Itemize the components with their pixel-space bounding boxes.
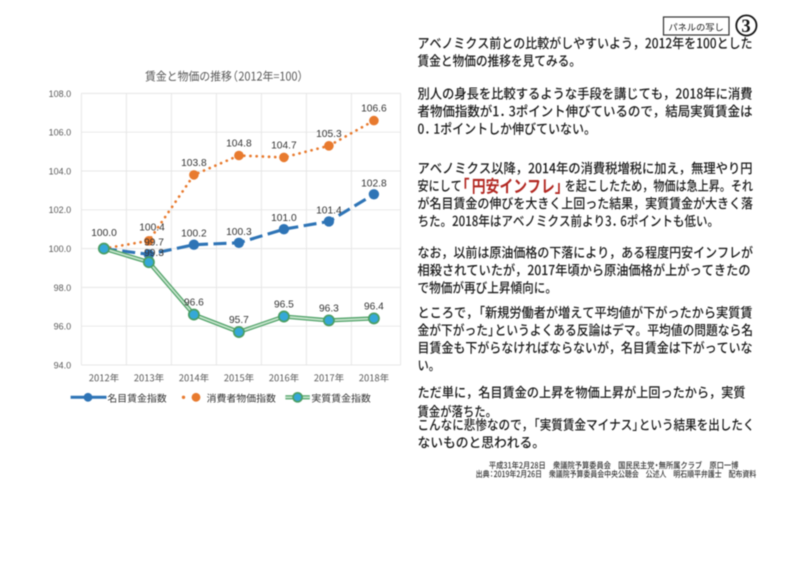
- svg-text:102.8: 102.8: [361, 178, 387, 189]
- svg-text:104.8: 104.8: [226, 139, 252, 150]
- svg-text:108.0: 108.0: [49, 89, 72, 99]
- svg-text:96.0: 96.0: [54, 322, 72, 332]
- svg-text:98.0: 98.0: [54, 283, 72, 293]
- svg-text:96.5: 96.5: [274, 300, 294, 311]
- svg-text:100.0: 100.0: [49, 244, 72, 254]
- svg-text:96.3: 96.3: [319, 303, 339, 314]
- svg-text:101.0: 101.0: [271, 213, 297, 224]
- svg-text:100.0: 100.0: [91, 228, 117, 239]
- svg-text:100.3: 100.3: [226, 227, 252, 238]
- svg-text:103.8: 103.8: [181, 158, 207, 169]
- svg-text:105.3: 105.3: [316, 129, 342, 140]
- svg-text:100.2: 100.2: [181, 229, 207, 240]
- svg-text:104.7: 104.7: [271, 140, 297, 151]
- svg-text:95.7: 95.7: [229, 315, 249, 326]
- svg-text:99.3: 99.3: [144, 248, 164, 259]
- svg-text:106.0: 106.0: [49, 128, 72, 138]
- svg-text:100.4: 100.4: [139, 223, 165, 234]
- svg-text:106.6: 106.6: [361, 104, 387, 115]
- svg-text:104.0: 104.0: [49, 166, 72, 176]
- svg-text:96.4: 96.4: [364, 301, 384, 312]
- svg-text:96.6: 96.6: [184, 298, 204, 309]
- svg-text:102.0: 102.0: [49, 205, 72, 215]
- svg-text:3: 3: [741, 17, 750, 37]
- svg-text:94.0: 94.0: [54, 360, 72, 370]
- svg-text:99.7: 99.7: [144, 238, 164, 249]
- svg-text:101.4: 101.4: [316, 205, 342, 216]
